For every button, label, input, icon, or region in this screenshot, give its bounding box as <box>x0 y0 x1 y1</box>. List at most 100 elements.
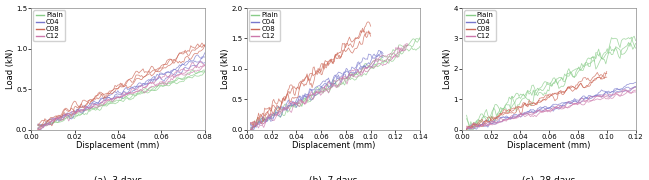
Line: C12: C12 <box>467 91 635 128</box>
C04 <box>374 53 382 56</box>
C12 <box>290 102 298 104</box>
C04 <box>581 97 589 99</box>
Line: Plain: Plain <box>467 43 635 130</box>
C12 <box>508 114 516 117</box>
C12 <box>247 122 254 124</box>
C12 <box>628 92 635 94</box>
C08 <box>273 109 280 111</box>
C12 <box>631 91 639 93</box>
C12 <box>400 50 408 52</box>
Y-axis label: Load (kN): Load (kN) <box>6 49 14 89</box>
Y-axis label: Load (kN): Load (kN) <box>443 49 452 89</box>
Plain <box>341 84 349 86</box>
Plain <box>34 124 42 127</box>
C08 <box>330 61 338 63</box>
Legend: Plain, C04, C08, C12: Plain, C04, C08, C12 <box>249 10 280 41</box>
C04 <box>463 128 471 130</box>
C04 <box>151 78 158 80</box>
C04 <box>167 71 175 74</box>
C08 <box>463 125 471 127</box>
Plain <box>463 114 471 116</box>
Plain <box>80 114 88 116</box>
Plain <box>37 125 45 128</box>
C04 <box>500 118 508 121</box>
Plain <box>581 66 589 68</box>
C08 <box>249 124 256 126</box>
Plain <box>598 57 606 59</box>
Plain <box>71 118 79 120</box>
C08 <box>127 86 134 88</box>
C12 <box>69 113 77 115</box>
Line: C04: C04 <box>251 55 383 128</box>
C08 <box>165 64 173 66</box>
C08 <box>502 112 509 114</box>
C04 <box>284 110 291 112</box>
C12 <box>498 120 506 122</box>
Y-axis label: Load (kN): Load (kN) <box>221 49 230 89</box>
C12 <box>195 69 203 72</box>
C08 <box>280 97 288 99</box>
Plain <box>282 108 290 110</box>
C12 <box>356 74 364 76</box>
C08 <box>149 74 157 76</box>
C08 <box>600 77 608 79</box>
Plain <box>381 60 389 62</box>
C04 <box>509 117 517 119</box>
C04 <box>128 91 136 93</box>
C12 <box>335 83 343 85</box>
C12 <box>596 99 604 101</box>
C12 <box>201 64 209 67</box>
C08 <box>69 112 77 114</box>
C04 <box>247 122 254 124</box>
Plain <box>411 48 419 50</box>
C04 <box>379 57 387 59</box>
Legend: Plain, C04, C08, C12: Plain, C04, C08, C12 <box>34 10 65 41</box>
C04 <box>197 61 204 63</box>
C12 <box>79 109 87 111</box>
C04 <box>321 84 329 87</box>
Line: C04: C04 <box>467 87 635 129</box>
C04 <box>352 72 360 75</box>
Plain <box>626 42 634 44</box>
C08 <box>365 30 373 32</box>
C08 <box>201 44 209 46</box>
C12 <box>463 127 471 129</box>
Plain <box>558 85 566 87</box>
Plain <box>128 98 136 100</box>
Plain <box>201 71 209 73</box>
C08 <box>79 106 87 108</box>
C12 <box>624 90 632 92</box>
Line: C08: C08 <box>38 45 205 130</box>
Legend: Plain, C04, C08, C12: Plain, C04, C08, C12 <box>464 10 496 41</box>
C08 <box>467 127 475 129</box>
Plain <box>629 48 637 50</box>
C04 <box>472 128 480 130</box>
Line: C12: C12 <box>251 45 408 128</box>
C08 <box>195 50 203 52</box>
C04 <box>34 124 42 126</box>
C04 <box>377 55 385 57</box>
C08 <box>603 76 611 78</box>
C12 <box>254 127 262 129</box>
C04 <box>201 62 209 64</box>
C04 <box>276 115 284 117</box>
C08 <box>596 76 604 78</box>
Plain <box>416 45 424 47</box>
Line: C04: C04 <box>38 62 205 126</box>
C08 <box>561 91 569 93</box>
Plain <box>631 42 639 44</box>
Plain <box>500 108 508 110</box>
C08 <box>363 35 371 37</box>
C12 <box>556 107 564 109</box>
X-axis label: Displacement (mm): Displacement (mm) <box>77 141 160 150</box>
Plain <box>467 129 474 131</box>
C08 <box>367 35 374 37</box>
C08 <box>574 86 582 88</box>
Plain <box>247 129 254 131</box>
C12 <box>149 86 157 88</box>
C04 <box>198 61 206 63</box>
X-axis label: Displacement (mm): Displacement (mm) <box>292 141 375 150</box>
Plain <box>167 82 175 84</box>
C12 <box>372 65 380 68</box>
Plain <box>292 106 300 109</box>
